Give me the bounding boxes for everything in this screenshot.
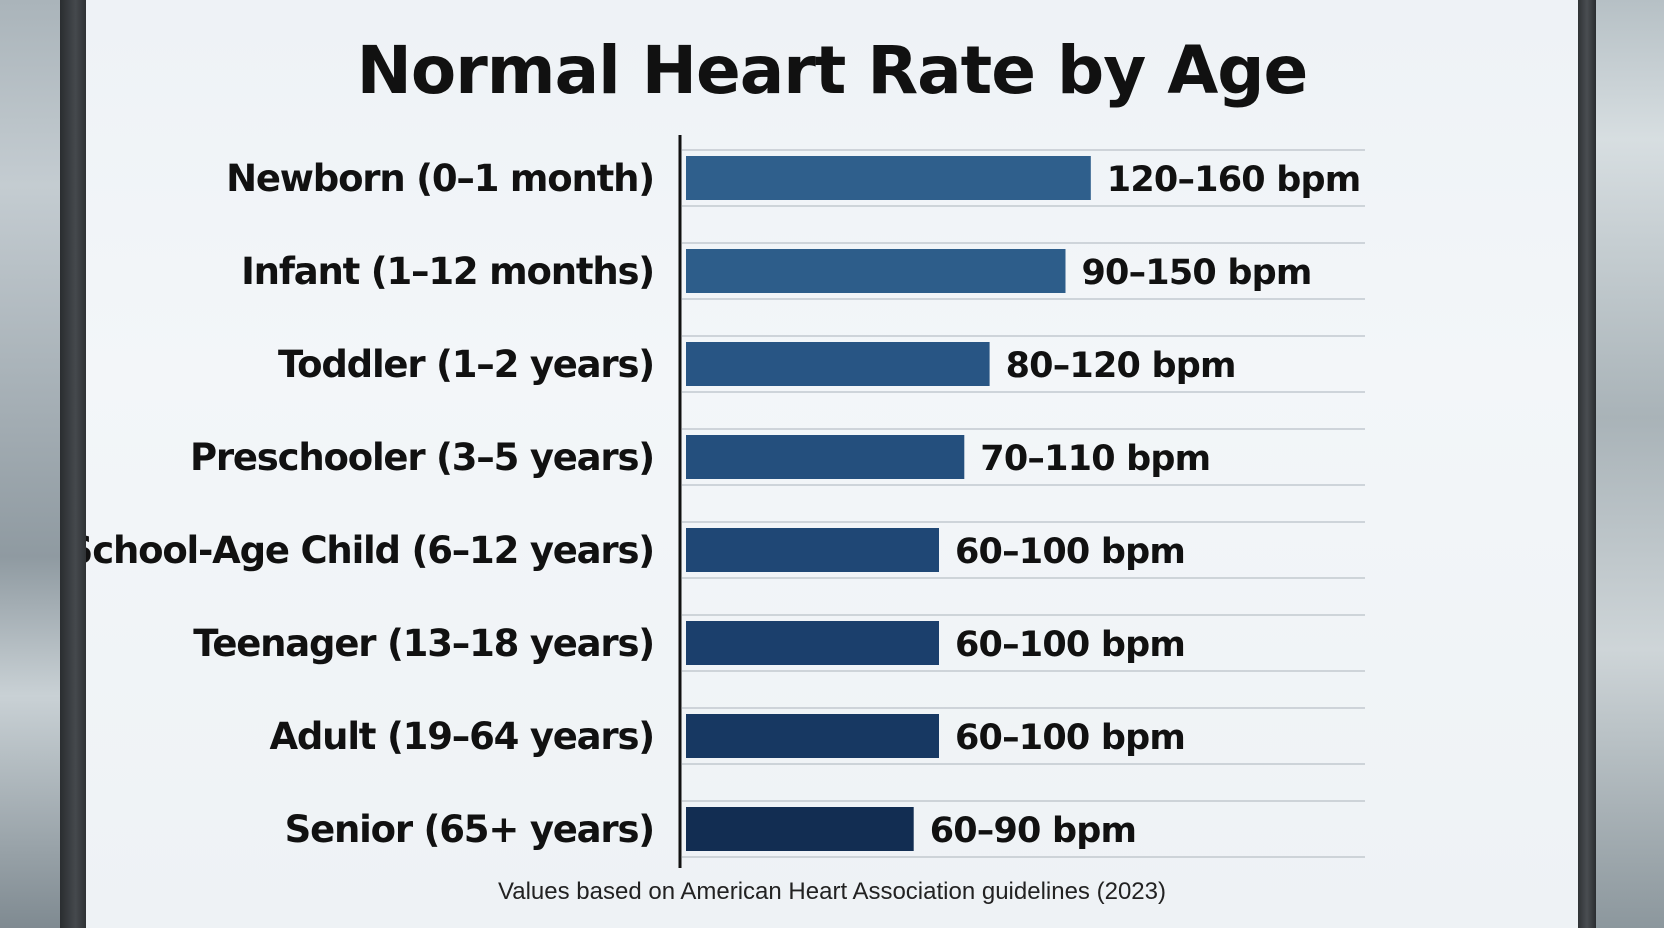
screen-bezel-left bbox=[60, 0, 86, 928]
data-label: 120–160 bpm bbox=[1107, 160, 1361, 200]
bar bbox=[686, 435, 965, 479]
bar bbox=[686, 156, 1091, 200]
data-label: 60–100 bpm bbox=[955, 718, 1185, 758]
category-label: School-Age Child (6–12 years) bbox=[86, 529, 654, 572]
category-label: Adult (19–64 years) bbox=[269, 715, 654, 758]
data-label: 80–120 bpm bbox=[1006, 346, 1236, 386]
data-label: 60–90 bpm bbox=[930, 811, 1136, 851]
bar bbox=[686, 621, 939, 665]
bar bbox=[686, 714, 939, 758]
bar bbox=[686, 807, 914, 851]
category-label: Teenager (13–18 years) bbox=[193, 622, 654, 665]
category-label: Senior (65+ years) bbox=[285, 808, 654, 851]
bar bbox=[686, 342, 990, 386]
data-label: 60–100 bpm bbox=[955, 625, 1185, 665]
bar bbox=[686, 528, 939, 572]
bar-chart: Newborn (0–1 month) 120–160 bpm Infant (1–… bbox=[86, 135, 1365, 868]
category-label: Toddler (1–2 years) bbox=[278, 343, 654, 386]
category-label: Infant (1–12 months) bbox=[241, 250, 654, 293]
data-label: 90–150 bpm bbox=[1082, 253, 1312, 293]
screen-bezel-right bbox=[1578, 0, 1596, 928]
data-label: 60–100 bpm bbox=[955, 532, 1185, 572]
chart-title: Normal Heart Rate by Age bbox=[356, 32, 1309, 109]
data-label: 70–110 bpm bbox=[980, 439, 1210, 479]
chart-panel: Normal Heart Rate by Age Newborn (0–1 mo… bbox=[86, 0, 1578, 928]
footnote: Values based on American Heart Associati… bbox=[498, 878, 1166, 905]
category-label: Newborn (0–1 month) bbox=[226, 157, 654, 200]
category-label: Preschooler (3–5 years) bbox=[190, 436, 654, 479]
bar bbox=[686, 249, 1066, 293]
background-right bbox=[1594, 0, 1664, 928]
